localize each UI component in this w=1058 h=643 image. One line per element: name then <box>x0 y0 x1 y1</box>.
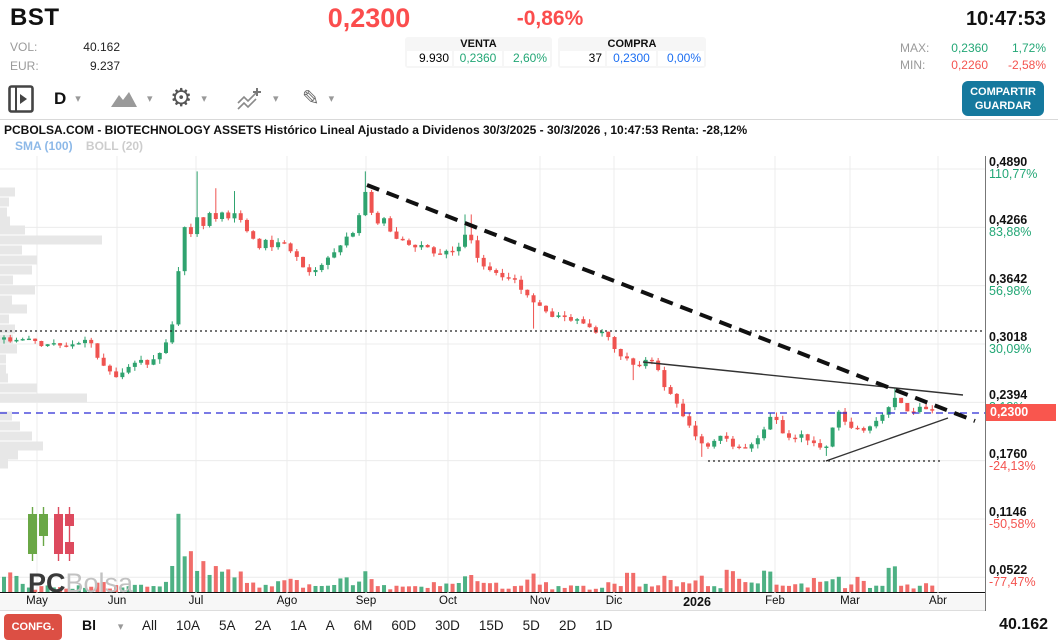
interval-value: D <box>54 88 67 108</box>
pencil-icon: ✎ <box>302 87 320 110</box>
period-selector: All 10A 5A 2A 1A A 6M 60D 30D 15D 5D 2D 1D <box>142 618 612 633</box>
period-button-1d[interactable]: 1D <box>595 618 613 633</box>
bid-qty: 37 <box>560 51 605 66</box>
max-row: MAX: 0,2360 1,72% <box>900 41 1046 55</box>
max-price: 0,2360 <box>951 41 988 55</box>
min-row: MIN: 0,2260 -2,58% <box>900 58 1046 72</box>
period-button-10a[interactable]: 10A <box>176 618 201 633</box>
candlestick-chart[interactable]: PCBolsa <box>0 156 985 598</box>
draw-tools-dropdown[interactable]: ✎ ▾ <box>302 78 334 119</box>
last-price: 0,2300 <box>327 3 411 33</box>
footer-volume: 40.162 <box>999 616 1048 633</box>
bid-box: COMPRA 37 0,2300 0,00% <box>558 37 706 68</box>
y-axis-label: 0,4266 83,88% <box>989 213 1032 240</box>
chevron-down-icon: ▾ <box>201 93 207 105</box>
ask-qty: 9.930 <box>407 51 452 66</box>
add-indicator-dropdown[interactable]: ▾ <box>236 78 279 119</box>
share-save-button[interactable]: COMPARTIR GUARDAR <box>962 81 1044 116</box>
chevron-down-icon: ▾ <box>328 93 335 105</box>
eur-value: 9.237 <box>89 59 120 73</box>
bid-title: COMPRA <box>607 38 657 50</box>
period-button-5d[interactable]: 5D <box>522 618 540 633</box>
ticker-symbol: BST <box>10 4 60 31</box>
y-axis-label: 0,0522 -77,47% <box>989 563 1036 590</box>
current-price-tag: 0,2300 <box>986 404 1056 421</box>
price-axis[interactable]: 0,2300 0,4890 110,77% 0,4266 83,88% 0,3642 56… <box>985 156 1058 611</box>
vol-label: VOL: <box>10 40 38 54</box>
chart-canvas[interactable] <box>0 156 985 593</box>
period-button-2a[interactable]: 2A <box>254 618 272 633</box>
share-label: COMPARTIR <box>970 86 1036 98</box>
chart-title: PCBOLSA.COM - BIOTECHNOLOGY ASSETS Histó… <box>0 119 1058 139</box>
chart-toolbar: D ▾ ▾ ⚙ ▾ ▾ ✎ ▾ COMPARTIR <box>0 78 1058 119</box>
period-button-a[interactable]: A <box>325 618 335 633</box>
x-axis-label-dic: Dic <box>605 595 623 607</box>
interval-dropdown[interactable]: D ▾ <box>54 78 81 119</box>
y-axis-label: 0,1760 -24,13% <box>989 446 1036 473</box>
x-axis-label-sep: Sep <box>355 595 377 607</box>
bid-pct: 0,00% <box>658 51 704 66</box>
indicator-legend: SMA (100) BOLL (20) <box>0 139 1058 156</box>
gear-icon: ⚙ <box>170 84 193 112</box>
ask-pct: 2,60% <box>504 51 550 66</box>
session-time: 10:47:53 <box>965 8 1046 30</box>
chevron-down-icon: ▾ <box>117 621 124 633</box>
sidebar-toggle-icon <box>8 84 34 113</box>
add-indicator-icon <box>237 87 261 110</box>
min-label: MIN: <box>900 58 926 72</box>
change-percent: -0,86% <box>516 7 584 30</box>
sidebar-toggle-button[interactable] <box>8 78 34 119</box>
x-axis-label-jun: Jun <box>107 595 127 607</box>
chevron-down-icon: ▾ <box>273 93 279 105</box>
y-axis-label: 0,3642 56,98% <box>989 271 1032 298</box>
ask-box: VENTA 9.930 0,2360 2,60% <box>405 37 552 68</box>
ask-title: VENTA <box>460 38 497 50</box>
period-button-60d[interactable]: 60D <box>391 618 417 633</box>
config-button[interactable]: CONFG. <box>4 614 62 640</box>
ask-price: 0,2360 <box>454 51 502 66</box>
x-axis-label-nov: Nov <box>529 595 551 607</box>
x-axis-label-feb: Feb <box>765 595 785 607</box>
max-label: MAX: <box>900 41 930 55</box>
vol-value: 40.162 <box>83 40 120 54</box>
settings-dropdown[interactable]: ⚙ ▾ <box>170 78 207 119</box>
max-pct: 1,72% <box>1011 41 1046 55</box>
save-label: GUARDAR <box>974 100 1032 112</box>
time-axis[interactable]: May Jun Jul Ago Sep Oct Nov Dic 2026 Feb Mar Abr <box>0 594 985 611</box>
x-axis-label-may: May <box>26 595 48 607</box>
period-button-5a[interactable]: 5A <box>219 618 236 633</box>
boll-legend[interactable]: BOLL (20) <box>85 139 144 153</box>
footer-interval-dropdown[interactable]: Bl ▾ <box>82 617 123 633</box>
min-pct: -2,58% <box>1007 58 1046 72</box>
chart-type-dropdown[interactable]: ▾ <box>110 78 153 119</box>
chevron-down-icon: ▾ <box>147 93 153 105</box>
period-button-30d[interactable]: 30D <box>435 618 460 633</box>
bid-price: 0,2300 <box>607 51 656 66</box>
footer-interval-value: Bl <box>82 617 96 633</box>
volume-row: VOL: 40.162 <box>10 40 120 54</box>
x-axis-label-mar: Mar <box>840 595 860 607</box>
period-button-1a[interactable]: 1A <box>290 618 307 633</box>
period-button-6m[interactable]: 6M <box>353 618 373 633</box>
period-button-all[interactable]: All <box>142 618 158 633</box>
mountain-chart-icon <box>111 91 137 107</box>
x-axis-label-ago: Ago <box>276 595 298 607</box>
footer-toolbar: CONFG. Bl ▾ All 10A 5A 2A 1A A 6M 60D 30D 15D 5D 2D… <box>0 612 1058 643</box>
x-axis-label-jul: Jul <box>188 595 204 607</box>
x-axis-label-2026: 2026 <box>683 595 711 609</box>
eur-row: EUR: 9.237 <box>10 59 120 73</box>
y-axis-label: 0,1146 -50,58% <box>989 504 1036 531</box>
period-button-2d[interactable]: 2D <box>558 618 577 633</box>
x-axis-label-oct: Oct <box>439 595 457 607</box>
eur-label: EUR: <box>10 59 39 73</box>
x-axis-label-abr: Abr <box>929 595 947 607</box>
chevron-down-icon: ▾ <box>75 93 81 105</box>
period-button-15d[interactable]: 15D <box>478 618 504 633</box>
sma-legend[interactable]: SMA (100) <box>15 139 73 153</box>
min-price: 0,2260 <box>951 58 988 72</box>
y-axis-label: 0,4890 110,77% <box>989 155 1038 181</box>
y-axis-label: 0,3018 30,09% <box>989 329 1032 356</box>
